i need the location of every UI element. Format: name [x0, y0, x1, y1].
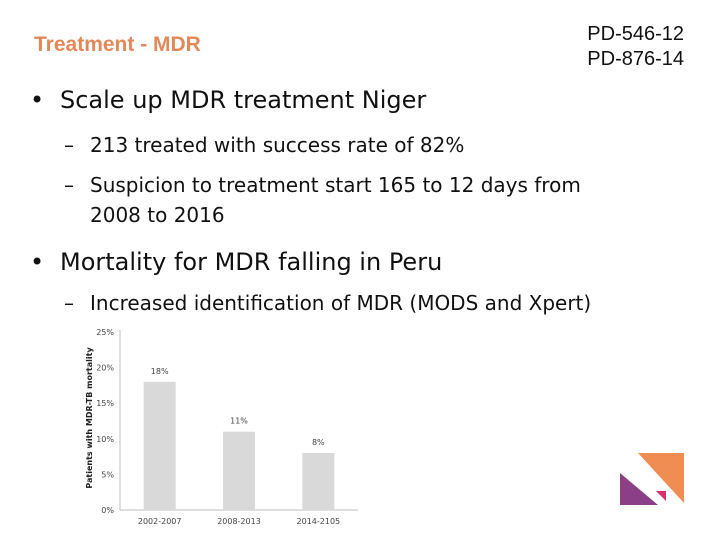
y-tick-label: 5% [101, 470, 114, 479]
bar-data-label: 11% [230, 417, 248, 426]
conference-logo-icon [620, 453, 684, 505]
y-tick-label: 10% [96, 435, 114, 444]
bullet-marker: • [30, 248, 45, 276]
abstract-codes: PD-546-12 PD-876-14 [587, 22, 684, 72]
y-tick-label: 25% [96, 328, 114, 337]
bar [143, 381, 176, 510]
mortality-bar-chart: Patients with MDR-TB mortality 0% 5% 10% 15… [85, 328, 358, 526]
x-tick-label: 2002-2007 [138, 517, 182, 526]
subbullet-marker: – [64, 291, 74, 315]
bullet-1: • Scale up MDR treatment Niger [30, 86, 427, 114]
subbullet-line: 213 treated with success rate of 82% [90, 133, 465, 157]
y-tick-label: 20% [96, 364, 114, 373]
slide-title: Treatment - MDR [34, 33, 201, 56]
subbullet-line: Increased identification of MDR (MODS an… [90, 291, 592, 315]
x-ticks: 2002-2007 2008-2013 2014-2105 [138, 517, 340, 526]
bar [302, 453, 335, 510]
subbullet-marker: – [64, 173, 74, 197]
subbullet-marker: – [64, 133, 74, 157]
abstract-code: PD-546-12 [587, 23, 684, 45]
bar-data-label: 8% [312, 438, 325, 447]
subbullet-line: 2008 to 2016 [90, 203, 225, 227]
bullet-text: Mortality for MDR falling in Peru [60, 248, 443, 276]
bullet-2: • Mortality for MDR falling in Peru [30, 248, 443, 276]
subbullet-1-2: – Suspicion to treatment start 165 to 12… [64, 170, 581, 230]
abstract-code: PD-876-14 [587, 48, 684, 70]
bullet-marker: • [30, 86, 45, 114]
subbullet-1-1: – 213 treated with success rate of 82% [64, 130, 465, 160]
logo-purple-shape [620, 473, 658, 505]
y-tick-label: 15% [96, 399, 114, 408]
bullet-text: Scale up MDR treatment Niger [60, 86, 427, 114]
bar [223, 431, 255, 510]
y-ticks: 0% 5% 10% 15% 20% 25% [96, 328, 114, 515]
subbullet-2-1: – Increased identification of MDR (MODS … [64, 288, 592, 318]
bars: 18% 11% 8% [143, 367, 335, 510]
y-tick-label: 0% [101, 506, 114, 515]
x-tick-label: 2014-2105 [297, 517, 341, 526]
subbullet-line: Suspicion to treatment start 165 to 12 d… [90, 173, 581, 197]
logo-magenta-shape [656, 491, 666, 501]
y-axis-label: Patients with MDR-TB mortality [85, 347, 94, 489]
bar-data-label: 18% [151, 367, 169, 376]
x-tick-label: 2008-2013 [217, 517, 261, 526]
logo-orange-shape [638, 453, 684, 503]
